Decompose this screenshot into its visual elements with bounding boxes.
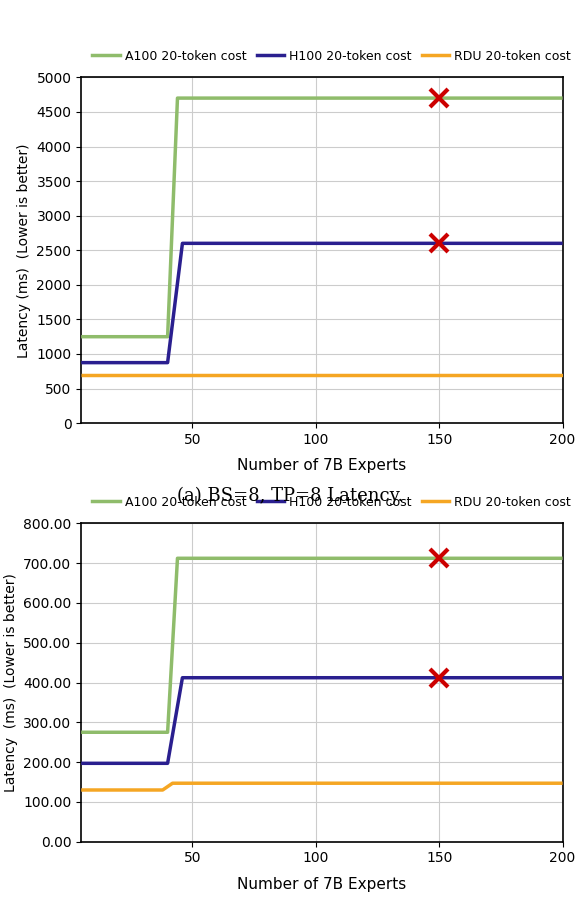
Legend: A100 20-token cost, H100 20-token cost, RDU 20-token cost: A100 20-token cost, H100 20-token cost, … [88,45,576,67]
Legend: A100 20-token cost, H100 20-token cost, RDU 20-token cost: A100 20-token cost, H100 20-token cost, … [88,490,576,514]
Text: (a) BS=8, TP=8 Latency.: (a) BS=8, TP=8 Latency. [177,487,403,505]
X-axis label: Number of 7B Experts: Number of 7B Experts [237,876,407,892]
X-axis label: Number of 7B Experts: Number of 7B Experts [237,458,407,473]
Y-axis label: Latency (ms)  (Lower is better): Latency (ms) (Lower is better) [17,143,31,358]
Y-axis label: Latency  (ms)  (Lower is better): Latency (ms) (Lower is better) [3,573,17,792]
